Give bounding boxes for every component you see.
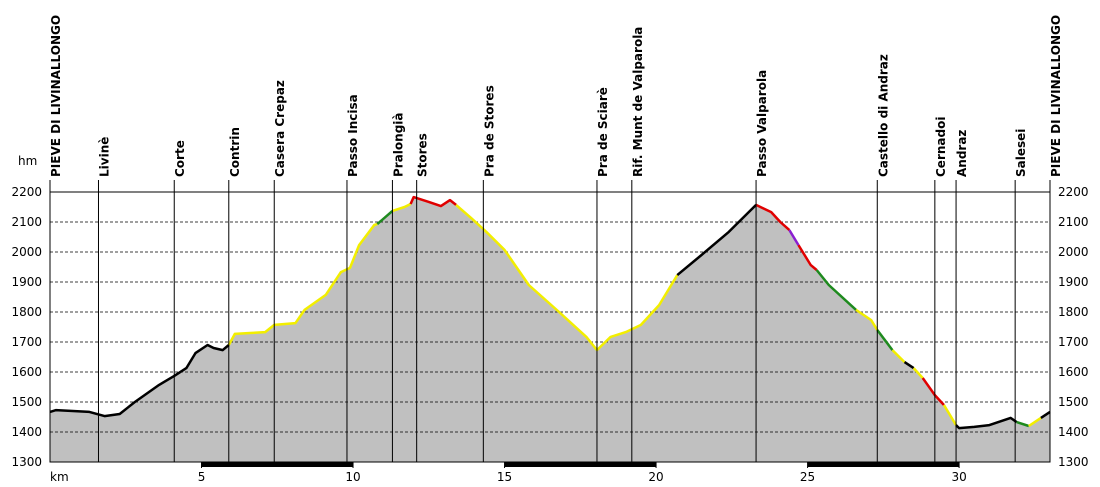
- y-axis-label: hm: [18, 154, 37, 168]
- profile-area: [410, 196, 457, 463]
- profile-line: [815, 269, 857, 311]
- profile-line: [855, 308, 879, 331]
- x-axis-label: km: [50, 470, 69, 484]
- waypoint-label: PIEVE DI LIVINALLONGO: [49, 15, 63, 177]
- profile-area: [1040, 411, 1051, 463]
- profile-line: [797, 244, 818, 271]
- profile-area: [789, 229, 799, 463]
- profile-line: [376, 209, 394, 226]
- profile-area: [376, 210, 393, 463]
- y-tick-label: 2100: [11, 215, 42, 229]
- y2-tick-label: 2200: [1058, 185, 1089, 199]
- profile-line: [1016, 420, 1030, 428]
- profile-line: [676, 204, 757, 277]
- y2-tick-label: 1600: [1058, 365, 1089, 379]
- waypoint-label: Pra de Stores: [482, 85, 496, 177]
- y2-tick-label: 1400: [1058, 425, 1089, 439]
- profile-area: [49, 344, 230, 463]
- y2-tick-label: 2000: [1058, 245, 1089, 259]
- y2-tick-label: 1800: [1058, 305, 1089, 319]
- profile-line: [891, 349, 906, 363]
- profile-line: [788, 229, 800, 246]
- profile-area: [455, 204, 678, 463]
- waypoint-label: Rif. Munt de Valparola: [631, 27, 645, 177]
- profile-line: [392, 202, 412, 213]
- waypoint-label: Salesei: [1014, 129, 1028, 177]
- waypoint-label: Casera Crepaz: [273, 80, 287, 177]
- profile-area: [913, 367, 924, 463]
- y2-tick-label: 2100: [1058, 215, 1089, 229]
- profile-line: [1028, 416, 1042, 428]
- y2-tick-label: 1300: [1058, 455, 1089, 469]
- y-tick-label: 1500: [11, 395, 42, 409]
- y-tick-label: 1400: [11, 425, 42, 439]
- waypoint-label: PIEVE DI LIVINALLONGO: [1049, 15, 1063, 177]
- profile-line: [49, 343, 230, 418]
- scale-bar: [504, 462, 657, 467]
- x-tick-label: 5: [198, 470, 206, 484]
- scale-bar: [807, 462, 960, 467]
- y-tick-label: 1300: [11, 455, 42, 469]
- profile-line: [409, 195, 457, 208]
- profile-line: [876, 329, 894, 351]
- x-tick-label: 15: [497, 470, 512, 484]
- y-tick-label: 1600: [11, 365, 42, 379]
- waypoint-label: Castello di Andraz: [876, 54, 890, 177]
- waypoint-label: Pralongià: [391, 112, 405, 177]
- y-tick-label: 1900: [11, 275, 42, 289]
- profile-line: [955, 416, 1018, 430]
- waypoint-label: Stores: [416, 133, 430, 177]
- profile-area: [876, 329, 893, 463]
- profile-area: [392, 203, 411, 463]
- waypoint-label: Contrin: [228, 127, 242, 177]
- x-tick-label: 25: [800, 470, 815, 484]
- y-tick-label: 2000: [11, 245, 42, 259]
- x-tick-label: 10: [345, 470, 360, 484]
- waypoint-label: Cernadoi: [934, 117, 948, 177]
- scale-bar: [201, 462, 354, 467]
- profile-line: [227, 222, 378, 346]
- profile-line: [942, 404, 958, 426]
- profile-line: [1040, 410, 1051, 419]
- y-tick-label: 2200: [11, 185, 42, 199]
- profile-area: [755, 204, 790, 463]
- profile-line: [912, 367, 924, 379]
- x-tick-label: 20: [648, 470, 663, 484]
- profile-area: [922, 377, 945, 463]
- waypoint-label: Corte: [173, 140, 187, 177]
- y2-tick-label: 1500: [1058, 395, 1089, 409]
- y2-tick-label: 1700: [1058, 335, 1089, 349]
- profile-line: [903, 361, 915, 370]
- profile-area: [798, 244, 817, 463]
- waypoint-label: Passo Valparola: [755, 70, 769, 177]
- profile-line: [755, 203, 791, 232]
- waypoint-label: Pra de Sciarè: [596, 87, 610, 177]
- profile-area: [228, 223, 378, 463]
- profile-line: [455, 203, 679, 352]
- y-tick-label: 1700: [11, 335, 42, 349]
- waypoint-label: Livinè: [97, 137, 111, 177]
- y-tick-label: 1800: [11, 305, 42, 319]
- y2-tick-label: 1900: [1058, 275, 1089, 289]
- waypoint-label: Passo Incisa: [346, 94, 360, 177]
- waypoint-label: Andraz: [955, 130, 969, 177]
- profile-area: [892, 349, 905, 463]
- profile-area: [855, 309, 878, 463]
- profile-area: [904, 361, 914, 463]
- profile-area: [1016, 421, 1030, 463]
- profile-area: [816, 269, 857, 463]
- x-tick-label: 30: [951, 470, 966, 484]
